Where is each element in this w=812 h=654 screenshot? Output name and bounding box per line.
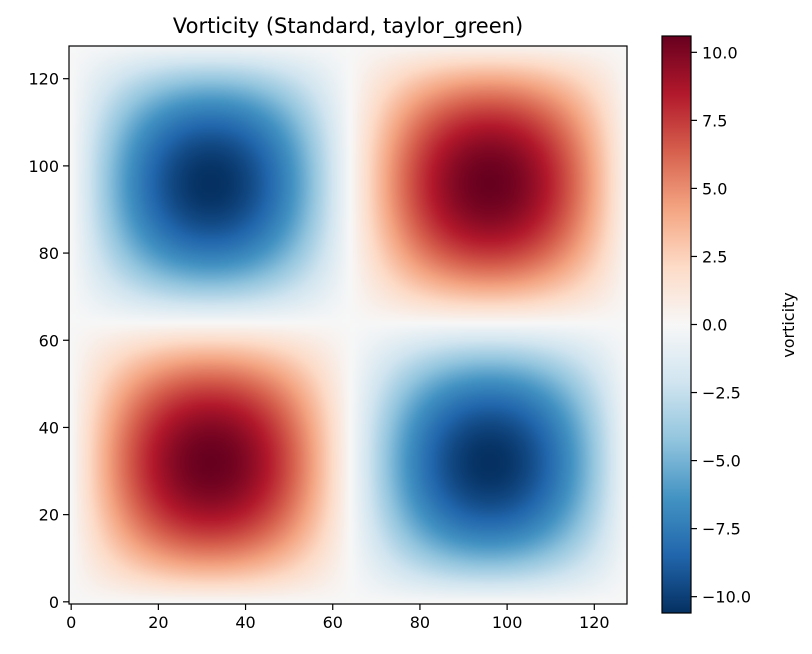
x-tick-label: 120 xyxy=(579,613,610,632)
colorbar-ticks: 10.0 7.5 5.0 2.5 0.0 −2.5 −5.0 −7.5 −10.0 xyxy=(691,43,751,607)
colorbar-tick-label: 10.0 xyxy=(702,43,738,62)
colorbar-tick-label: 7.5 xyxy=(702,111,727,130)
y-tick-label: 20 xyxy=(39,506,59,525)
y-tick-label: 120 xyxy=(28,70,59,89)
heatmap-image xyxy=(69,46,627,604)
x-axis: 0 20 40 60 80 100 120 xyxy=(66,604,610,632)
y-tick-label: 0 xyxy=(49,593,59,612)
colorbar-tick-label: −5.0 xyxy=(702,452,741,471)
x-tick-label: 0 xyxy=(66,613,76,632)
colorbar-tick-label: −10.0 xyxy=(702,588,751,607)
colorbar: 10.0 7.5 5.0 2.5 0.0 −2.5 −5.0 −7.5 −10.0 vortic… xyxy=(661,35,798,614)
chart-title: Vorticity (Standard, taylor_green) xyxy=(173,14,523,39)
y-tick-label: 60 xyxy=(39,331,59,350)
y-axis: 0 20 40 60 80 100 120 xyxy=(28,70,69,612)
colorbar-tick-label: 5.0 xyxy=(702,179,727,198)
y-tick-label: 40 xyxy=(39,418,59,437)
y-tick-label: 100 xyxy=(28,157,59,176)
plot-frame xyxy=(68,45,628,605)
x-tick-label: 20 xyxy=(148,613,168,632)
x-tick-label: 80 xyxy=(410,613,430,632)
y-tick-label: 80 xyxy=(39,244,59,263)
x-tick-label: 40 xyxy=(235,613,255,632)
x-tick-label: 60 xyxy=(323,613,343,632)
colorbar-tick-label: 0.0 xyxy=(702,316,727,335)
colorbar-gradient xyxy=(661,35,692,614)
colorbar-tick-label: −7.5 xyxy=(702,520,741,539)
plot-area xyxy=(68,45,628,605)
colorbar-tick-label: 2.5 xyxy=(702,247,727,266)
colorbar-tick-label: −2.5 xyxy=(702,384,741,403)
x-tick-label: 100 xyxy=(492,613,523,632)
colorbar-label: vorticity xyxy=(779,292,798,358)
